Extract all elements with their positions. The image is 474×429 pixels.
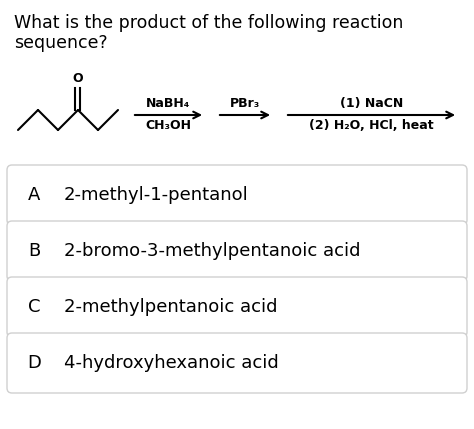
- Text: sequence?: sequence?: [14, 34, 108, 52]
- Text: NaBH₄: NaBH₄: [146, 97, 191, 110]
- Text: CH₃OH: CH₃OH: [146, 119, 191, 132]
- Text: 2-bromo-3-methylpentanoic acid: 2-bromo-3-methylpentanoic acid: [64, 242, 361, 260]
- Text: (2) H₂O, HCl, heat: (2) H₂O, HCl, heat: [309, 119, 434, 132]
- Text: O: O: [73, 72, 83, 85]
- FancyBboxPatch shape: [7, 333, 467, 393]
- Text: What is the product of the following reaction: What is the product of the following rea…: [14, 14, 403, 32]
- FancyBboxPatch shape: [7, 277, 467, 337]
- Text: B: B: [28, 242, 40, 260]
- FancyBboxPatch shape: [7, 165, 467, 225]
- Text: A: A: [28, 186, 40, 204]
- FancyBboxPatch shape: [7, 221, 467, 281]
- Text: C: C: [28, 298, 40, 316]
- Text: 4-hydroxyhexanoic acid: 4-hydroxyhexanoic acid: [64, 354, 279, 372]
- Text: 2-methylpentanoic acid: 2-methylpentanoic acid: [64, 298, 277, 316]
- Text: 2-methyl-1-pentanol: 2-methyl-1-pentanol: [64, 186, 249, 204]
- Text: PBr₃: PBr₃: [230, 97, 260, 110]
- Text: D: D: [27, 354, 41, 372]
- Text: (1) NaCN: (1) NaCN: [340, 97, 403, 110]
